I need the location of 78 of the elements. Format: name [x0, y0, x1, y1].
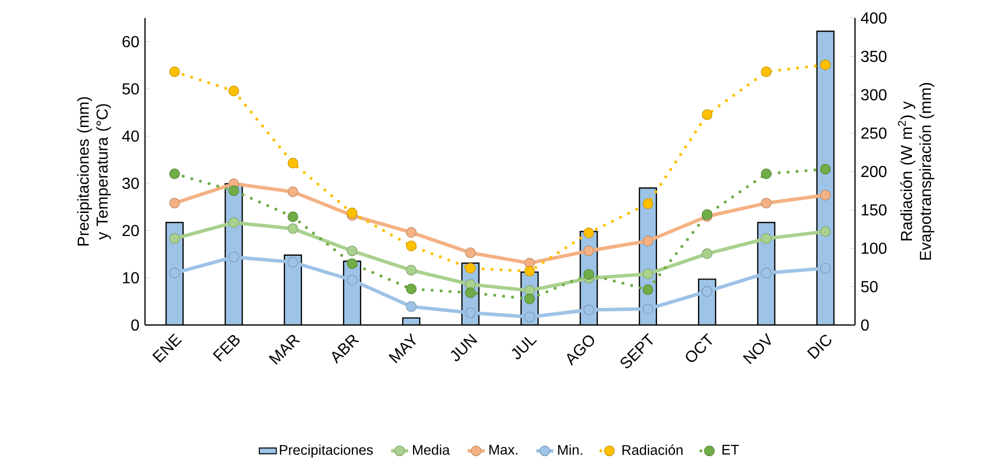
- point: [642, 236, 654, 246]
- y2-tick-label: 100: [862, 242, 886, 254]
- point: [642, 304, 654, 314]
- legend-label: Precipitaciones: [280, 444, 373, 458]
- point: [288, 223, 298, 234]
- point: [169, 66, 180, 78]
- y2-tick-label: 400: [860, 12, 886, 24]
- point: [288, 212, 298, 222]
- point: [524, 294, 535, 304]
- legend-label: Media: [413, 444, 450, 455]
- y2-tick-label: 300: [861, 89, 886, 100]
- legend-label: Radiación: [622, 444, 682, 455]
- point: [583, 269, 594, 280]
- y-tick-label: 10: [122, 272, 139, 284]
- point: [169, 168, 180, 180]
- y2-tick-label: 200: [861, 166, 886, 178]
- point: [760, 233, 772, 244]
- point: [642, 268, 654, 280]
- point: [228, 185, 240, 196]
- point: [760, 168, 772, 180]
- y-tick-label: 40: [122, 130, 139, 142]
- point: [346, 208, 358, 218]
- y-tick-label: 60: [122, 36, 139, 48]
- point: [702, 286, 712, 297]
- point: [583, 246, 594, 256]
- point: [169, 233, 180, 244]
- point: [583, 228, 594, 238]
- point: [820, 60, 831, 70]
- point: [642, 284, 654, 295]
- point: [583, 304, 594, 316]
- point: [760, 198, 772, 208]
- point: [406, 227, 417, 238]
- point: [820, 263, 831, 274]
- point: [642, 198, 654, 210]
- y-tick-label: 20: [122, 224, 139, 236]
- point: [702, 109, 712, 120]
- point: [169, 198, 180, 208]
- legend-label: Min.: [558, 444, 582, 455]
- y2-tick-label: 150: [862, 204, 886, 216]
- point: [228, 86, 240, 96]
- legend-label: Max.: [489, 444, 518, 455]
- point: [228, 217, 240, 228]
- point: [760, 268, 772, 278]
- point: [406, 301, 417, 312]
- point: [346, 258, 358, 269]
- point: [406, 264, 417, 276]
- point: [346, 274, 358, 286]
- y-tick-label: 30: [122, 178, 139, 189]
- point: [820, 164, 831, 174]
- point: [702, 248, 712, 259]
- point: [465, 307, 476, 318]
- point: [524, 312, 535, 322]
- point: [169, 268, 180, 278]
- point: [406, 284, 417, 294]
- y2-tick-label: 0: [861, 319, 869, 331]
- y2-tick-label: 250: [861, 127, 886, 139]
- y-tick-label: 50: [122, 83, 139, 94]
- point: [228, 252, 240, 262]
- point: [465, 287, 476, 298]
- point: [820, 226, 831, 237]
- x-tick-label: FEB: [212, 334, 240, 362]
- point: [288, 256, 298, 268]
- point: [288, 186, 298, 198]
- point: [524, 266, 535, 277]
- point: [465, 262, 476, 274]
- point: [760, 66, 772, 78]
- legend-label: ET: [722, 444, 739, 454]
- y-tick-label: 0: [131, 319, 139, 331]
- y2-tick-label: 350: [861, 50, 886, 62]
- y2-tick-label: 50: [861, 280, 878, 292]
- y-axis-title: Precipitaciones (mm) y Temperatura (°C): [77, 97, 111, 246]
- x-tick-label: DIC: [807, 334, 832, 360]
- point: [346, 246, 358, 256]
- point: [820, 190, 831, 200]
- point: [406, 240, 417, 252]
- point: [465, 247, 476, 258]
- point: [288, 158, 298, 168]
- x-tick-label: JUL: [512, 337, 537, 360]
